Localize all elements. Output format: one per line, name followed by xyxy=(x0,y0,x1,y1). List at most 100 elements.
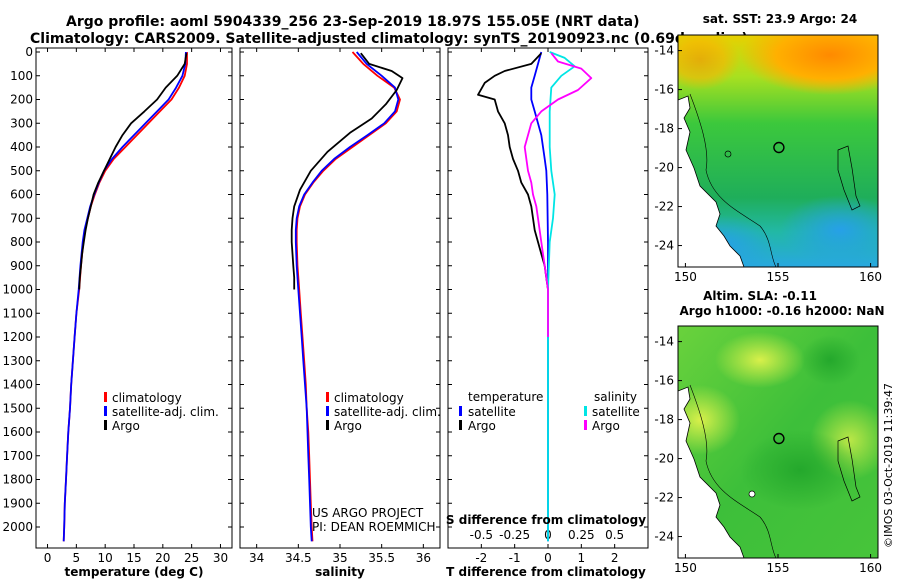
p-temp-xtick-label-15: 15 xyxy=(126,551,141,565)
p-sal-xtick-label-36: 36 xyxy=(416,551,431,565)
legend-swatch-climatology xyxy=(104,392,107,402)
depth-tick-label-100: 100 xyxy=(10,69,33,83)
difference-panel: -0.5 -0.25 0 0.25 0.5 -2 -1 0 1 2 S difference f… xyxy=(446,47,649,579)
sla-map-ytick-label--16: -16 xyxy=(654,374,674,388)
sst-reef-contour xyxy=(837,145,861,211)
sla-map-panel: Altim. SLA: -0.11 Argo h1000: -0.16 h200… xyxy=(654,289,884,575)
timestamp: ©IMOS 03-Oct-2019 11:39:47 xyxy=(882,383,895,548)
sla-low-patch-2 xyxy=(800,335,860,385)
sla-map-xtick-label-155: 155 xyxy=(767,561,790,575)
t-difference-label: T difference from climatology xyxy=(446,565,646,579)
depth-axis: 0 100 200 300 400 500 600 700 800 900 1000 1100 1200… xyxy=(2,45,232,534)
sla-low-patch-1 xyxy=(740,430,860,510)
sst-map-xtick-label-155: 155 xyxy=(767,270,790,284)
sal-legend-label-climatology: climatology xyxy=(334,391,404,405)
series-line-salinity-profile-argo xyxy=(290,52,404,290)
sst-map-ytick-label--16: -16 xyxy=(654,83,674,97)
sla-argo-position-marker xyxy=(773,432,785,445)
depth-tick-label-700: 700 xyxy=(10,211,33,225)
sst-map-panel: sat. SST: 23.9 Argo: 24 xyxy=(654,12,882,284)
depth-tick-label-2000: 2000 xyxy=(2,520,33,534)
depth-tick-label-1300: 1300 xyxy=(2,354,33,368)
depth-tick-label-1100: 1100 xyxy=(2,306,33,320)
s-difference-label: S difference from climatology xyxy=(446,513,646,527)
credit-line-1: US ARGO PROJECT xyxy=(312,506,424,520)
title-line-2: Climatology: CARS2009. Satellite-adjuste… xyxy=(30,31,748,47)
temperature-x-label: temperature (deg C) xyxy=(65,565,204,579)
p-sal-xtick-label-34-5: 34.5 xyxy=(285,551,312,565)
p-sal-xtick-label-35: 35 xyxy=(332,551,347,565)
sst-warm-patch-west xyxy=(678,35,740,90)
series-line-difference-profile-temperature-argo xyxy=(477,52,549,290)
depth-tick-label-500: 500 xyxy=(10,164,33,178)
sst-map-ytick-label--18: -18 xyxy=(654,122,674,136)
legend-label-argo: Argo xyxy=(112,419,140,433)
depth-tick-label-1700: 1700 xyxy=(2,449,33,463)
temperature-axes-frame xyxy=(35,47,233,549)
sla-map-ytick-label--20: -20 xyxy=(654,452,674,466)
p-temp-xtick-label-30: 30 xyxy=(213,551,228,565)
sst-map-axes: 150 155 160 -14 -16 -18 -20 -22 -24 xyxy=(654,44,882,284)
legend-label-climatology: climatology xyxy=(112,391,182,405)
p-sal-xtick-label-35-5: 35.5 xyxy=(368,551,395,565)
sst-cool-patch-se xyxy=(780,195,878,265)
temperature-panel: 0100200300400500600700800900100011001200… xyxy=(2,45,233,579)
sla-map-subtitle: Argo h1000: -0.16 h2000: NaN xyxy=(679,304,884,318)
p-diff-xtick-label-2: 2 xyxy=(611,551,619,565)
sal-legend-swatch-argo xyxy=(326,420,329,430)
salinity-x-axis: 34 34.5 35 35.5 36 xyxy=(249,48,431,565)
salinity-legend: climatology satellite-adj. clim. Argo xyxy=(326,391,441,433)
sst-island-contour xyxy=(724,150,732,158)
p-temp-xtick-label-0: 0 xyxy=(44,551,52,565)
series-line-temperature-profile-argo xyxy=(78,53,188,290)
sst-argo-position-marker xyxy=(773,141,785,154)
sla-bathymetry-contour xyxy=(689,384,777,558)
sst-map-ytick-label--22: -22 xyxy=(654,200,674,214)
sla-map-ytick-label--22: -22 xyxy=(654,491,674,505)
p-diff-xtick-label-2: -2 xyxy=(475,551,487,565)
sdiff-tick-label-0-25: 0.25 xyxy=(568,528,595,542)
legend-swatch-satellite xyxy=(104,406,107,416)
sal-legend-swatch-climatology xyxy=(326,392,329,402)
salinity-lines xyxy=(240,51,440,542)
p-diff-xtick-label-1: -1 xyxy=(509,551,521,565)
legend-label-t-satellite: satellite xyxy=(468,405,516,419)
legend-header-temperature: temperature xyxy=(468,390,543,404)
diff-legend-swatch-t-argo xyxy=(459,420,462,430)
sst-map-xtick-label-150: 150 xyxy=(674,270,697,284)
diff-legend-swatch-s-argo xyxy=(584,420,587,430)
sst-map-ytick-label--14: -14 xyxy=(654,44,674,58)
legend-swatch-argo xyxy=(104,420,107,430)
legend-label-s-argo: Argo xyxy=(592,419,620,433)
sst-map-title: sat. SST: 23.9 Argo: 24 xyxy=(703,12,857,26)
p-diff-xtick-label-1: 1 xyxy=(578,551,586,565)
sst-bathymetry-contour xyxy=(689,93,777,267)
diff-legend-swatch-t-satellite xyxy=(459,406,462,416)
salinity-x-label: salinity xyxy=(315,565,365,579)
sla-coastline xyxy=(678,386,745,558)
sla-high-patch-1 xyxy=(715,332,805,388)
depth-tick-label-200: 200 xyxy=(10,93,33,107)
legend-label-satellite: satellite-adj. clim. xyxy=(112,405,219,419)
depth-tick-label-1400: 1400 xyxy=(2,378,33,392)
series-line-difference-profile-temperature-satellite xyxy=(530,51,549,542)
sla-map-ytick-label--24: -24 xyxy=(654,530,674,544)
p-diff-xtick-label-0: 0 xyxy=(544,551,552,565)
depth-tick-label-1200: 1200 xyxy=(2,330,33,344)
temperature-lines xyxy=(62,51,188,542)
sla-map-axes: 150 155 160 -14 -16 -18 -20 -22 -24 xyxy=(654,335,882,575)
p-temp-xtick-label-25: 25 xyxy=(184,551,199,565)
credit-line-2: PI: DEAN ROEMMICH xyxy=(312,520,435,534)
sla-map-xtick-label-160: 160 xyxy=(859,561,882,575)
depth-tick-label-600: 600 xyxy=(10,188,33,202)
series-line-difference-profile-salinity-argo xyxy=(523,52,593,337)
sst-map-ytick-label--24: -24 xyxy=(654,239,674,253)
salinity-panel: 34 34.5 35 35.5 36 salinity climatology sate… xyxy=(239,47,441,579)
sdiff-tick-label-0-5: 0.5 xyxy=(605,528,624,542)
sst-warm-patch xyxy=(740,35,878,95)
series-line-salinity-profile-satellite-adj-clim xyxy=(294,51,400,542)
sla-coastline-land xyxy=(678,387,744,558)
p-temp-xtick-label-20: 20 xyxy=(155,551,170,565)
legend-label-t-argo: Argo xyxy=(468,419,496,433)
